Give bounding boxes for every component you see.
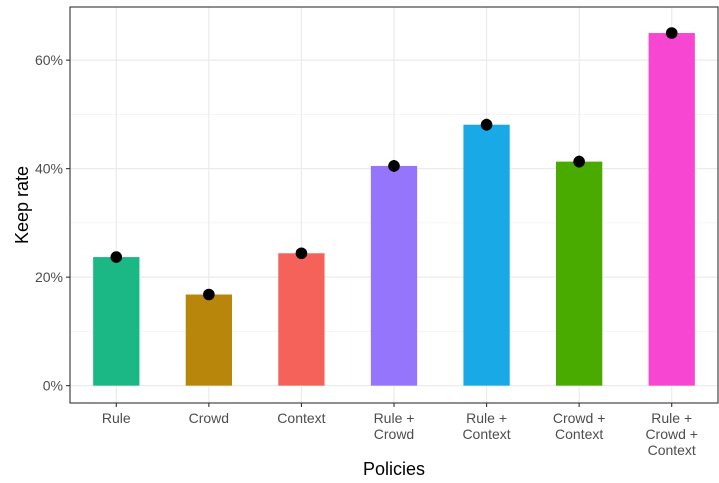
bar-1	[185, 294, 232, 386]
y-tick-label: 40%	[35, 161, 63, 177]
mean-point-5	[573, 155, 585, 168]
bar-4	[463, 124, 510, 386]
x-tick-label: Rule + Context	[462, 410, 510, 442]
mean-point-1	[203, 288, 215, 301]
bar-5	[556, 161, 603, 386]
x-tick-label: Crowd + Context	[553, 410, 606, 442]
x-tick-label: Crowd	[189, 410, 229, 426]
x-axis-title: Policies	[363, 459, 425, 479]
mean-point-3	[388, 160, 400, 172]
axes: 0% 20% 40% 60% Rule Crowd Context Rule + Crowd Ru…	[35, 6, 719, 458]
x-tick-label: Rule	[102, 410, 131, 426]
y-tick-label: 60%	[35, 52, 63, 68]
bars	[93, 33, 695, 386]
x-tick-label: Context	[277, 410, 325, 426]
y-tick-label: 20%	[35, 269, 63, 285]
bar-6	[648, 33, 695, 386]
error-bars	[110, 27, 678, 301]
bar-0	[93, 257, 140, 386]
bar-2	[278, 253, 325, 386]
mean-point-6	[665, 27, 678, 39]
x-tick-label: Rule + Crowd + Context	[645, 410, 698, 458]
mean-point-4	[480, 118, 493, 131]
mean-point-2	[295, 247, 308, 260]
y-axis-title: Keep rate	[12, 166, 32, 244]
bar-3	[370, 165, 418, 386]
mean-point-0	[110, 251, 123, 263]
x-tick-label: Rule + Crowd	[374, 410, 415, 442]
y-tick-label: 0%	[43, 378, 63, 394]
